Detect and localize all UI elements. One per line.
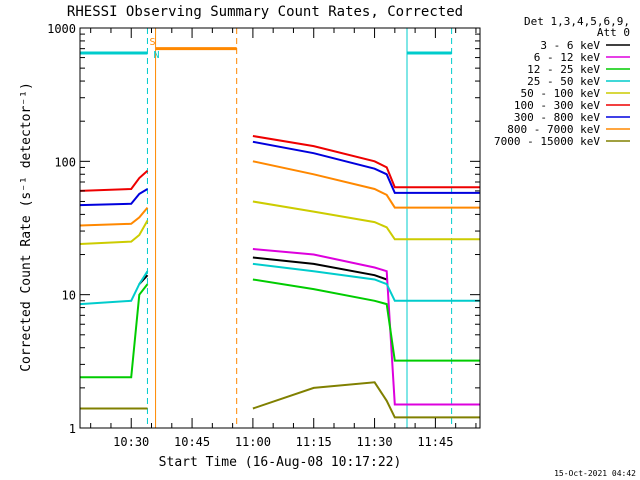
series-line-12-25-kev (80, 278, 480, 379)
y-tick-label: 100 (54, 155, 76, 169)
series-line-50-100-kev (79, 200, 480, 245)
axes: 1 10 100 1000 10:30 10:45 11:00 11:15 11:30 11:45 (47, 22, 481, 449)
series-line-800-7000-kev (79, 160, 480, 227)
series-line-6-12-kev (80, 248, 480, 410)
flag-label: N (154, 50, 160, 61)
footer-timestamp: 15-Oct-2021 04:42 (554, 469, 636, 478)
legend-label-800-7000-kev: 800 - 7000 keV (507, 123, 600, 136)
chart-title: RHESSI Observing Summary Count Rates, Co… (67, 4, 463, 20)
series-line-300-800-kev (79, 140, 480, 207)
series-line-100-300-kev (79, 135, 480, 192)
y-tick-label: 10 (62, 289, 76, 303)
series-line-7000-15000-kev (80, 381, 480, 419)
legend-label-50-100-kev: 50 - 100 keV (521, 87, 601, 100)
x-tick-label: 10:30 (113, 435, 149, 449)
x-tick-label: 10:45 (174, 435, 210, 449)
plot-area: SN (79, 28, 480, 428)
legend-header-line: Att 0 (597, 26, 630, 39)
legend-label-100-300-kev: 100 - 300 keV (514, 99, 600, 112)
x-tick-label: 11:45 (417, 435, 453, 449)
legend-label-12-25-kev: 12 - 25 keV (527, 63, 600, 76)
legend-label-7000-15000-kev: 7000 - 15000 keV (494, 135, 600, 148)
legend-header: Det 1,3,4,5,6,9,Att 0 (524, 15, 630, 39)
x-tick-label: 11:15 (296, 435, 332, 449)
legend-label-25-50-kev: 25 - 50 keV (527, 75, 600, 88)
y-tick-label: 1 (69, 422, 76, 436)
x-tick-label: 11:00 (235, 435, 271, 449)
legend-label-6-12-kev: 6 - 12 keV (534, 51, 601, 64)
legend-label-300-800-kev: 300 - 800 keV (514, 111, 600, 124)
x-axis-label: Start Time (16-Aug-08 10:17:22) (159, 455, 402, 470)
legend-header-line: Det 1,3,4,5,6,9, (524, 15, 630, 28)
series-line-25-50-kev (79, 262, 480, 306)
flag-label: S (149, 37, 155, 48)
legend-label-3-6-kev: 3 - 6 keV (540, 39, 600, 52)
plot-frame (79, 27, 481, 429)
x-tick-label: 11:30 (356, 435, 392, 449)
y-tick-label: 1000 (47, 22, 76, 36)
y-axis-label: Corrected Count Rate (s⁻¹ detector⁻¹) (19, 82, 34, 372)
